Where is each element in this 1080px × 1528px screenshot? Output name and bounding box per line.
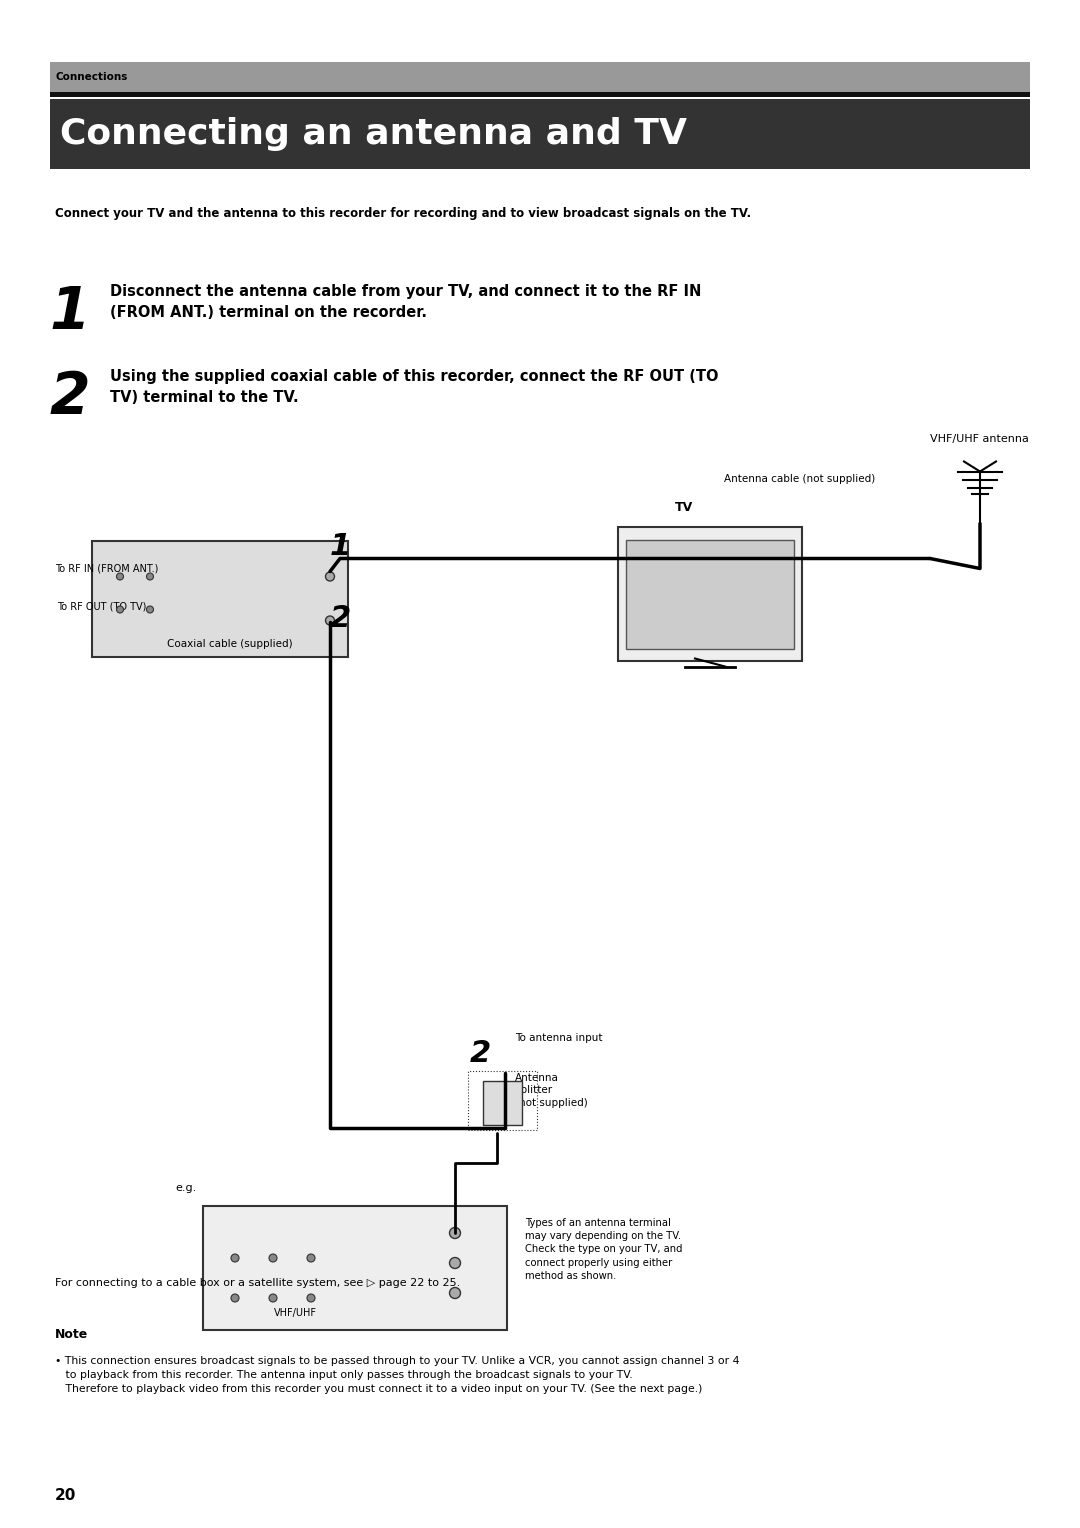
Circle shape (449, 1227, 460, 1239)
Circle shape (117, 573, 123, 581)
FancyBboxPatch shape (50, 63, 1030, 92)
Text: 2: 2 (50, 368, 91, 425)
Circle shape (449, 1288, 460, 1299)
Circle shape (325, 616, 335, 625)
Text: TV: TV (675, 501, 693, 513)
FancyBboxPatch shape (50, 92, 1030, 96)
FancyBboxPatch shape (626, 539, 794, 648)
Circle shape (147, 607, 153, 613)
Circle shape (449, 1258, 460, 1268)
Circle shape (117, 607, 123, 613)
Text: To RF OUT (TO TV): To RF OUT (TO TV) (57, 602, 147, 611)
Text: Connect your TV and the antenna to this recorder for recording and to view broad: Connect your TV and the antenna to this … (55, 206, 751, 220)
Circle shape (231, 1254, 239, 1262)
Text: Types of an antenna terminal
may vary depending on the TV.
Check the type on you: Types of an antenna terminal may vary de… (525, 1218, 683, 1280)
Circle shape (269, 1254, 276, 1262)
Text: To antenna input: To antenna input (515, 1033, 603, 1044)
Text: 1: 1 (329, 532, 351, 561)
Text: e.g.: e.g. (175, 1183, 197, 1193)
FancyBboxPatch shape (92, 541, 348, 657)
Text: VHF/UHF: VHF/UHF (273, 1308, 316, 1319)
Text: Using the supplied coaxial cable of this recorder, connect the RF OUT (TO
TV) te: Using the supplied coaxial cable of this… (110, 368, 718, 405)
Text: Coaxial cable (supplied): Coaxial cable (supplied) (167, 639, 293, 648)
Text: Disconnect the antenna cable from your TV, and connect it to the RF IN
(FROM ANT: Disconnect the antenna cable from your T… (110, 284, 701, 319)
Text: 1: 1 (50, 284, 91, 341)
Text: Antenna
splitter
(not supplied): Antenna splitter (not supplied) (515, 1073, 588, 1108)
Text: For connecting to a cable box or a satellite system, see ▷ page 22 to 25.: For connecting to a cable box or a satel… (55, 1277, 460, 1288)
Circle shape (147, 573, 153, 581)
FancyBboxPatch shape (50, 98, 1030, 168)
FancyBboxPatch shape (203, 1206, 507, 1329)
Circle shape (325, 571, 335, 581)
Text: 2: 2 (470, 1039, 490, 1068)
Circle shape (231, 1294, 239, 1302)
Text: Note: Note (55, 1328, 89, 1342)
Text: Antenna cable (not supplied): Antenna cable (not supplied) (724, 474, 875, 483)
Circle shape (269, 1294, 276, 1302)
FancyBboxPatch shape (0, 0, 1080, 93)
Text: To RF IN (FROM ANT.): To RF IN (FROM ANT.) (55, 564, 159, 573)
FancyBboxPatch shape (618, 527, 802, 660)
Circle shape (307, 1254, 315, 1262)
Text: 20: 20 (55, 1488, 77, 1504)
Text: VHF/UHF antenna: VHF/UHF antenna (930, 434, 1029, 443)
Text: 2: 2 (329, 604, 351, 633)
Text: Connections: Connections (55, 72, 127, 83)
Text: • This connection ensures broadcast signals to be passed through to your TV. Unl: • This connection ensures broadcast sign… (55, 1355, 740, 1394)
Text: Connecting an antenna and TV: Connecting an antenna and TV (60, 116, 687, 150)
Circle shape (307, 1294, 315, 1302)
FancyBboxPatch shape (483, 1080, 522, 1125)
